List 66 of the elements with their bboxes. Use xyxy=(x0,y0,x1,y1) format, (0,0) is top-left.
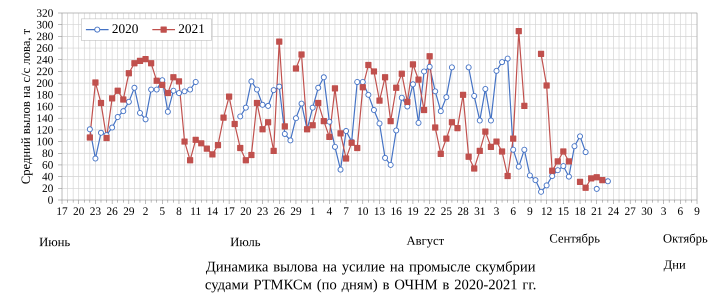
y-tick-label: 220 xyxy=(36,68,53,76)
legend-label: 2020 xyxy=(112,24,138,34)
x-tick-label: 3 xyxy=(494,207,499,215)
x-tick-label: 5 xyxy=(160,207,165,215)
x-tick-label: 17 xyxy=(57,207,68,215)
x-tick-label: 23 xyxy=(257,207,268,215)
x-tick-label: 6 xyxy=(510,207,516,215)
x-tick-label: 24 xyxy=(608,207,619,215)
x-tick-label: 4 xyxy=(326,207,332,215)
x-tick-label: 11 xyxy=(191,207,200,215)
y-tick-label: 200 xyxy=(36,79,53,87)
x-tick-label: 3 xyxy=(661,207,666,215)
x-tick-label: 13 xyxy=(374,207,385,215)
x-tick-label: 26 xyxy=(274,207,285,215)
text: Октябрь xyxy=(664,233,708,246)
y-tick-label: 120 xyxy=(37,126,53,134)
text: Июнь xyxy=(40,238,70,246)
x-tick-label: 7 xyxy=(344,207,349,215)
x-tick-label: 18 xyxy=(575,207,586,215)
x-tick-label: 17 xyxy=(224,207,234,215)
y-tick-label: 40 xyxy=(42,172,53,180)
x-tick-label: 20 xyxy=(240,207,252,215)
y-tick-label: 160 xyxy=(37,102,53,110)
x-tick-label: 1 xyxy=(310,207,315,215)
x-tick-label: 12 xyxy=(542,207,552,215)
text: Август xyxy=(406,236,444,248)
x-tick-label: 22 xyxy=(424,207,435,215)
y-tick-label: 300 xyxy=(36,20,53,28)
y-tick-label: 80 xyxy=(42,149,53,158)
x-tick-label: 31 xyxy=(474,207,485,215)
x-tick-label: 28 xyxy=(458,207,468,215)
x-tick-label: 29 xyxy=(124,207,134,215)
x-tick-label: 14 xyxy=(208,207,218,215)
x-tick-label: 21 xyxy=(592,207,602,215)
y-tick-label: 20 xyxy=(42,184,53,192)
y-tick-label: 260 xyxy=(36,44,53,52)
y-tick-label: 320 xyxy=(36,9,53,17)
x-tick-label: 25 xyxy=(441,207,452,215)
x-tick-label: 10 xyxy=(358,207,368,215)
legend-label: 2021 xyxy=(178,24,204,34)
x-tick-label: 9 xyxy=(527,207,532,215)
x-tick-label: 29 xyxy=(290,207,302,215)
x-tick-label: 23 xyxy=(90,207,101,215)
x-tick-label: 6 xyxy=(678,207,683,215)
y-tick-label: 0 xyxy=(48,196,53,204)
y-tick-label: 100 xyxy=(37,138,53,146)
x-tick-label: 15 xyxy=(558,207,569,215)
x-tick-label: 26 xyxy=(106,207,118,215)
y-tick-label: 280 xyxy=(36,32,53,40)
text: Сентябрь xyxy=(550,233,600,246)
x-tick-label: 9 xyxy=(694,207,700,215)
y-tick-label: 240 xyxy=(36,56,53,64)
x-tick-label: 8 xyxy=(176,207,182,215)
text: Июль xyxy=(230,238,260,246)
y-axis-title: Средний вылов на с/с лова, т xyxy=(21,29,33,184)
x-tick-label: 16 xyxy=(392,207,402,215)
x-tick-label: 20 xyxy=(74,207,84,215)
x-tick-label: 19 xyxy=(408,207,418,215)
x-tick-label: 27 xyxy=(625,207,636,215)
x-tick-label: 2 xyxy=(143,207,148,215)
x-axis-title: Дни xyxy=(664,260,686,272)
y-tick-label: 140 xyxy=(37,114,53,122)
text: Динамика вылова на усилие на промысле скумбрии судами РТМКСм (по дням) в ОЧНМ в 2020-2021 гг. xyxy=(206,260,536,292)
y-tick-label: 180 xyxy=(37,91,53,99)
y-tick-label: 60 xyxy=(42,161,53,169)
x-tick-label: 30 xyxy=(642,207,652,215)
